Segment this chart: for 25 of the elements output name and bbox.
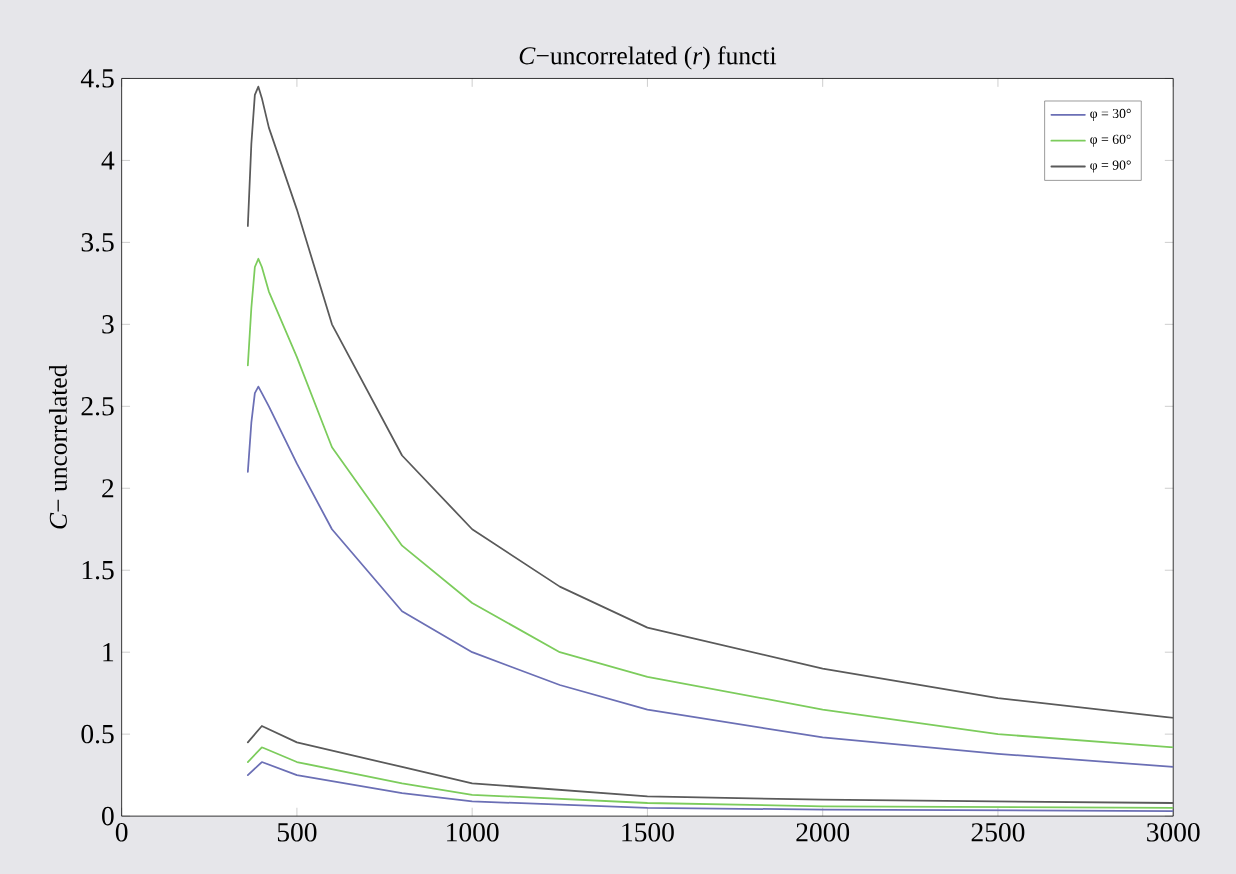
line-series [246, 724, 1174, 804]
y-tick-label: 1.5 [82, 560, 114, 580]
x-tick-label: 1500 [622, 822, 674, 842]
x-tick-label: 1000 [447, 822, 499, 842]
x-tick-label: 0 [115, 822, 128, 842]
line-series [246, 85, 1174, 719]
y-tick-label: 0 [102, 806, 114, 825]
y-tick-label: 1 [103, 642, 114, 661]
x-tick-label: 2500 [971, 822, 1025, 842]
line-series [246, 385, 1174, 768]
y-tick-label: 2.5 [81, 396, 114, 416]
y-tick-label: 4.5 [80, 68, 114, 88]
y-tick-label: 4 [101, 150, 115, 169]
chart-title: C−uncorrelated (r) functi [519, 45, 777, 70]
line-series [246, 745, 1174, 809]
y-axis-title: C− uncorrelated [48, 364, 67, 529]
y-tick-label: 3 [102, 314, 114, 334]
line-series [246, 760, 1174, 812]
y-tick-label: 2 [102, 478, 114, 497]
y-tick-label: 3.5 [81, 232, 114, 252]
x-tick-label: 2000 [796, 822, 850, 842]
line-series [246, 257, 1174, 748]
y-tick-label: 0.5 [81, 724, 114, 744]
x-tick-label: 3000 [1147, 822, 1200, 842]
x-tick-label: 500 [277, 822, 317, 842]
